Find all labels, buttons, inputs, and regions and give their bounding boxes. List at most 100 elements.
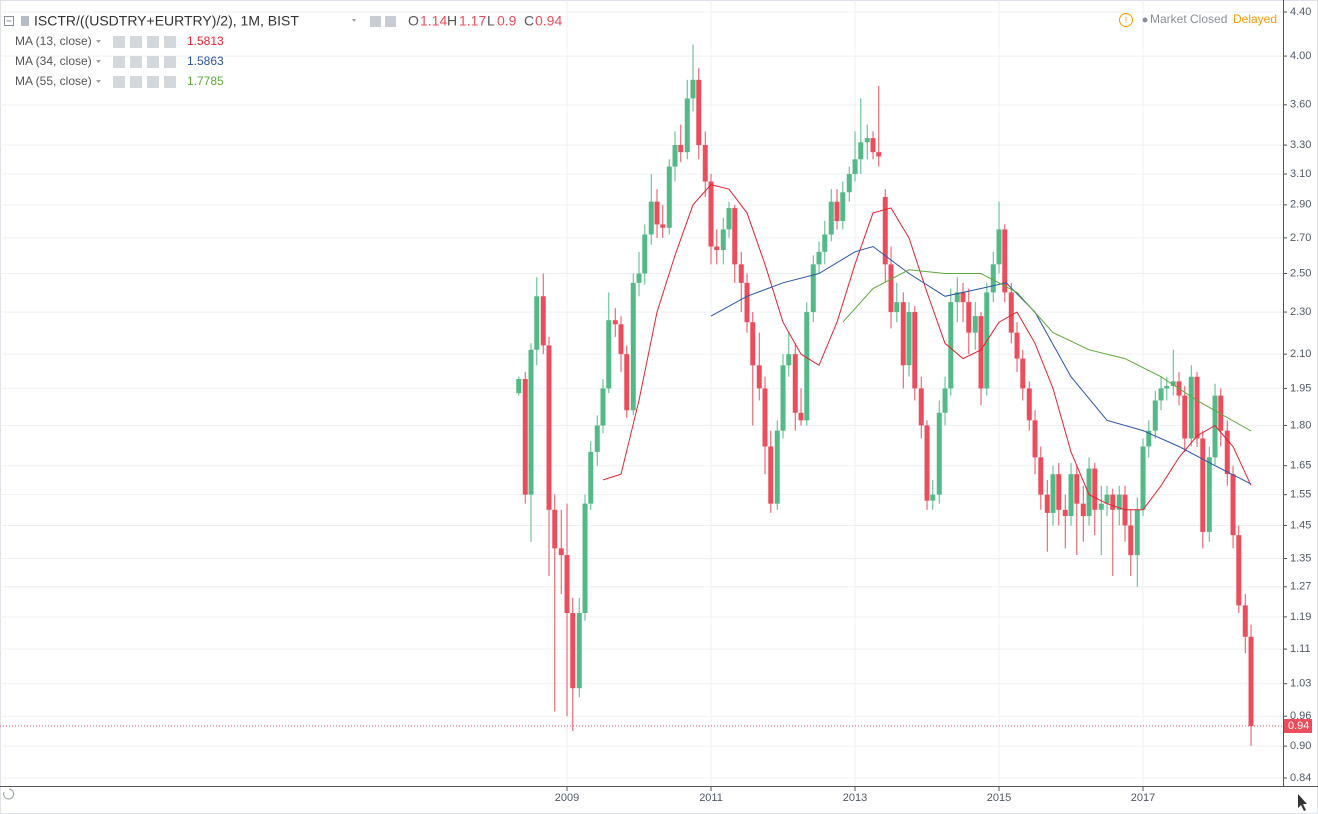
reset-icon[interactable] (3, 788, 15, 800)
low-value: 0.9 (497, 13, 517, 29)
candle-body (840, 192, 846, 222)
x-tick-label: 2015 (987, 792, 1011, 804)
legend: MA (13, close) 1.5813 MA (34, close) 1.5863… (15, 34, 224, 88)
candle-body (1194, 376, 1200, 439)
candle-body (1092, 468, 1098, 510)
candle-body (882, 196, 888, 265)
y-tick-label: 2.10 (1290, 348, 1311, 360)
y-tick-label: 1.95 (1290, 382, 1311, 394)
y-tick-label: 1.19 (1290, 611, 1311, 623)
candle-body (588, 451, 594, 504)
candle-body (936, 412, 942, 495)
candle-body (684, 98, 690, 153)
candle-body (942, 388, 948, 413)
last-price-box (1284, 718, 1312, 733)
candle-body (1224, 430, 1230, 475)
candle-body (858, 142, 864, 160)
candle-body (576, 613, 582, 689)
candle-body (1206, 457, 1212, 532)
candle-body (1008, 292, 1014, 333)
y-tick-label: 0.90 (1290, 740, 1311, 752)
warning-icon[interactable] (1119, 13, 1133, 27)
candle-body (552, 509, 558, 549)
candle-body (1134, 509, 1140, 556)
candle-body (612, 320, 618, 325)
candle-body (516, 379, 522, 394)
candle-body (744, 282, 750, 323)
candle-body (834, 201, 840, 222)
candle-body (864, 138, 870, 143)
candle-body (930, 494, 936, 501)
candle-body (594, 425, 600, 452)
candle-body (708, 181, 714, 247)
candle-body (618, 324, 624, 355)
axes: 4.40 4.00 3.60 3.30 3.10 2.90 2.70 2.50 2.30 2.10… (555, 6, 1312, 804)
candle-body (570, 613, 576, 689)
candle-body (648, 201, 654, 235)
header: ISCTR/((USDTRY+EURTRY)/2), 1M, BIST O 1.… (4, 12, 1277, 29)
candle-body (1110, 494, 1116, 510)
legend-icon (164, 76, 176, 88)
candle-body (582, 503, 588, 614)
candle-body (768, 446, 774, 504)
candle-body (522, 379, 528, 495)
candle-body (630, 282, 636, 411)
last-price-label: 0.94 (1288, 720, 1309, 732)
candle-body (816, 251, 822, 265)
candle-body (738, 264, 744, 283)
y-tick-label: 3.30 (1290, 139, 1311, 151)
candle-body (1086, 468, 1092, 517)
candle-body (750, 322, 756, 366)
candle-body (1158, 388, 1164, 401)
candle-body (720, 229, 726, 251)
candle-body (1074, 474, 1080, 504)
candle-body (528, 349, 534, 495)
legend-value: 1.5863 (187, 54, 224, 68)
y-tick-label: 1.65 (1290, 460, 1311, 472)
candle-body (972, 316, 978, 333)
y-tick-label: 0.84 (1290, 772, 1311, 784)
candle-body (1188, 376, 1194, 439)
y-tick-label: 2.50 (1290, 267, 1311, 279)
candle-body (1212, 395, 1218, 458)
candle-body (906, 312, 912, 366)
candle-body (1068, 474, 1074, 517)
candle-body (1236, 535, 1242, 606)
legend-icon (113, 36, 125, 48)
candle-body (756, 365, 762, 389)
marks (0, 44, 1283, 747)
candle-body (654, 201, 660, 225)
candle-body (540, 296, 546, 346)
candle-body (990, 264, 996, 293)
candle-body (636, 273, 642, 283)
candle-body (1020, 358, 1026, 389)
legend-value: 1.5813 (187, 34, 224, 48)
y-tick-label: 1.55 (1290, 489, 1311, 501)
candle-body (1170, 381, 1176, 387)
candle-body (876, 152, 882, 157)
candle-body (1116, 494, 1122, 510)
ohlc-label: L (487, 13, 495, 29)
eye-icon[interactable] (370, 16, 381, 27)
candle-body (1128, 525, 1134, 556)
candle-body (954, 292, 960, 303)
legend-value: 1.7785 (187, 74, 224, 88)
close-value: 0.94 (535, 13, 562, 29)
legend-icon (113, 76, 125, 88)
grid (0, 0, 1283, 786)
ma-line (842, 269, 1252, 432)
x-tick-label: 2013 (843, 792, 867, 804)
candle-body (1062, 509, 1068, 517)
candle-body (828, 201, 834, 235)
legend-dropdown (96, 80, 101, 83)
candle-body (534, 296, 540, 350)
open-value: 1.14 (420, 13, 447, 29)
candle-body (1164, 386, 1170, 389)
candle-body (852, 159, 858, 174)
settings-icon[interactable] (385, 16, 396, 27)
candle-body (786, 354, 792, 366)
candle-body (1104, 494, 1110, 504)
dropdown-icon[interactable] (352, 19, 356, 22)
